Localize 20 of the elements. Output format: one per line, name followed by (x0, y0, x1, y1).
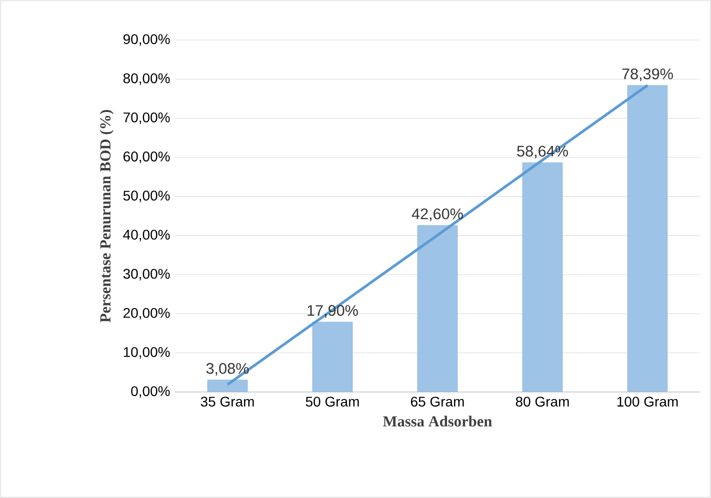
y-tick-label: 50,00% (123, 190, 170, 202)
y-tick-label: 10,00% (124, 347, 170, 359)
y-tick-label: 30,00% (123, 268, 170, 280)
y-tick-label: 40,00% (123, 230, 170, 242)
y-tick-label: 20,00% (124, 308, 170, 320)
data-label: 3,08% (206, 363, 249, 376)
x-tick-label: 65 Gram (410, 396, 464, 407)
y-tick-label: 70,00% (124, 112, 170, 124)
data-label: 42,60% (412, 208, 463, 222)
x-tick-label: 80 Gram (516, 396, 569, 407)
y-tick-label: 90,00% (123, 34, 170, 46)
y-tick-label: 0,00% (131, 386, 170, 398)
x-tick-label: 35 Gram (200, 396, 254, 407)
x-axis-title: Massa Adsorben (383, 416, 492, 427)
y-tick-label: 80,00% (123, 73, 170, 85)
x-tick-label: 50 Gram (306, 396, 359, 407)
data-label: 78,39% (622, 68, 673, 82)
y-axis-title: Persentase Penurunan BOD (%) (100, 110, 114, 322)
y-tick-label: 60,00% (124, 152, 170, 164)
x-tick-label: 100 Gram (617, 396, 678, 407)
